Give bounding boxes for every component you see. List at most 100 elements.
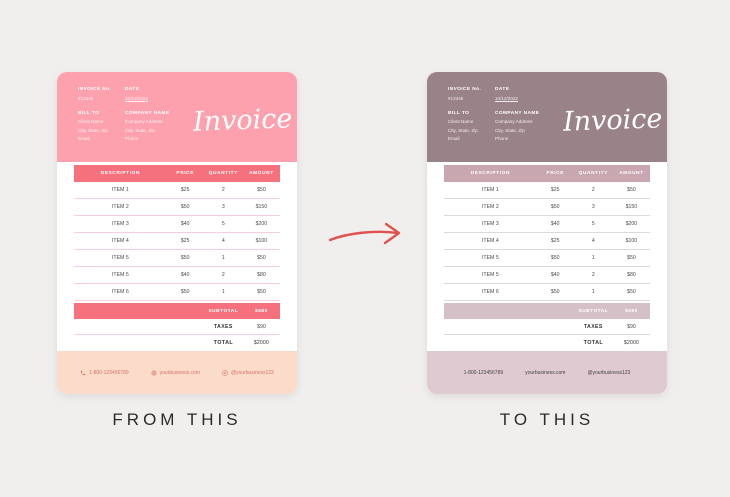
cell-price: $25 xyxy=(180,238,190,244)
col-price: PRICE xyxy=(176,171,195,176)
cell-amount: $80 xyxy=(257,272,266,278)
cell-quantity: 3 xyxy=(221,204,225,210)
cell-price: $50 xyxy=(550,204,560,210)
total-row: TOTAL $2000 xyxy=(444,335,650,350)
bill-to-line: City, State, Zip xyxy=(448,127,478,133)
cell-description: ITEM 2 xyxy=(481,204,499,210)
cell-amount: $100 xyxy=(625,238,638,244)
invoice-number-label: INVOICE No. xyxy=(448,87,482,92)
cell-price: $50 xyxy=(180,289,190,295)
col-amount: AMOUNT xyxy=(619,171,644,176)
bill-to-block: BILL TO Client Name City, State, Zip Ema… xyxy=(78,111,125,143)
table-row: ITEM 5 $40 2 $80 xyxy=(444,267,650,284)
cell-description: ITEM 3 xyxy=(481,221,499,227)
bill-to-line: Email xyxy=(78,135,90,141)
invoice-title: Invoice xyxy=(192,102,293,138)
cell-quantity: 5 xyxy=(221,221,225,227)
company-line: City, State, Zip xyxy=(125,127,155,133)
phone-icon xyxy=(80,370,86,376)
cell-quantity: 2 xyxy=(591,187,595,193)
table-row: ITEM 2 $50 3 $150 xyxy=(74,199,280,216)
total-value: $2000 xyxy=(623,339,639,346)
footer-phone-text: 1-800-123456789 xyxy=(463,369,504,376)
cell-description: ITEM 5 xyxy=(481,272,499,278)
col-quantity: QUANTITY xyxy=(578,171,608,176)
bill-to-line: City, State, Zip xyxy=(78,127,108,133)
cell-quantity: 2 xyxy=(221,272,225,278)
taxes-value: $90 xyxy=(257,323,266,330)
cell-description: ITEM 5 xyxy=(481,255,499,261)
invoice-table: DESCRIPTION PRICE QUANTITY AMOUNT ITEM 1… xyxy=(444,165,650,350)
cell-price: $25 xyxy=(550,187,560,193)
col-amount: AMOUNT xyxy=(249,171,274,176)
table-row: ITEM 3 $40 5 $200 xyxy=(444,216,650,233)
cell-price: $50 xyxy=(550,289,560,295)
cell-description: ITEM 4 xyxy=(481,238,499,244)
cell-price: $40 xyxy=(550,221,560,227)
invoice-footer: 1-800-123456789 yourbusiness.com @yourbu… xyxy=(57,351,297,394)
cell-amount: $200 xyxy=(625,221,638,227)
cell-price: $40 xyxy=(180,272,190,278)
cell-quantity: 5 xyxy=(591,221,595,227)
table-row: ITEM 1 $25 2 $50 xyxy=(74,182,280,199)
taxes-row: TAXES $90 xyxy=(444,319,650,335)
cell-description: ITEM 2 xyxy=(111,204,129,210)
total-row: TOTAL $2000 xyxy=(74,335,280,350)
invoice-number-value: #12345 xyxy=(78,95,94,101)
cell-description: ITEM 5 xyxy=(111,272,129,278)
footer-social: @yourbusiness123 xyxy=(587,370,630,376)
cell-description: ITEM 1 xyxy=(111,187,129,193)
cell-amount: $80 xyxy=(627,272,636,278)
cell-description: ITEM 4 xyxy=(111,238,129,244)
cell-price: $25 xyxy=(550,238,560,244)
col-description: DESCRIPTION xyxy=(470,171,511,176)
bill-to-label: BILL TO xyxy=(78,110,100,116)
taxes-label: TAXES xyxy=(213,323,233,330)
invoice-card-before: INVOICE No. #12345 DATE 10/12/2022 BILL … xyxy=(57,72,297,394)
footer-website-text: yourbusiness.com xyxy=(159,369,200,376)
taxes-row: TAXES $90 xyxy=(74,319,280,335)
table-row: ITEM 4 $25 4 $100 xyxy=(444,233,650,250)
cell-price: $50 xyxy=(550,255,560,261)
taxes-label: TAXES xyxy=(583,323,603,330)
subtotal-row: SUBTOTAL $680 xyxy=(74,303,280,319)
cell-amount: $50 xyxy=(257,255,266,261)
footer-phone-text: 1-800-123456789 xyxy=(89,369,129,376)
cell-amount: $150 xyxy=(255,204,268,210)
bill-to-line: Client Name xyxy=(78,119,104,125)
footer-website: yourbusiness.com xyxy=(525,370,565,376)
invoice-header: INVOICE No. #12345 DATE 10/12/2022 BILL … xyxy=(427,72,667,162)
cell-quantity: 1 xyxy=(221,289,225,295)
cell-description: ITEM 1 xyxy=(481,187,499,193)
company-line: Phone xyxy=(125,135,139,141)
total-label: TOTAL xyxy=(583,339,604,346)
cell-amount: $50 xyxy=(627,187,636,193)
table-header-row: DESCRIPTION PRICE QUANTITY AMOUNT xyxy=(74,165,280,182)
subtotal-value: $680 xyxy=(625,308,638,314)
company-line: Company Address xyxy=(495,119,533,125)
table-body: ITEM 1 $25 2 $50 ITEM 2 $50 3 $150 ITEM … xyxy=(444,182,650,301)
cell-quantity: 1 xyxy=(591,289,595,295)
cell-amount: $50 xyxy=(257,289,266,295)
bill-to-line: Email xyxy=(448,135,460,141)
table-header-row: DESCRIPTION PRICE QUANTITY AMOUNT xyxy=(444,165,650,182)
company-block: COMPANY NAME Company Address City, State… xyxy=(125,111,182,143)
footer-phone: 1-800-123456789 xyxy=(80,369,129,376)
cell-quantity: 3 xyxy=(591,204,595,210)
invoice-date-label: DATE xyxy=(125,87,140,92)
table-body: ITEM 1 $25 2 $50 ITEM 2 $50 3 $150 ITEM … xyxy=(74,182,280,301)
transform-arrow-icon xyxy=(328,219,404,249)
cell-quantity: 4 xyxy=(221,238,225,244)
invoice-date-block: DATE 10/12/2022 xyxy=(495,87,552,103)
subtotal-row: SUBTOTAL $680 xyxy=(444,303,650,319)
table-row: ITEM 4 $25 4 $100 xyxy=(74,233,280,250)
invoice-date-label: DATE xyxy=(495,87,510,92)
table-row: ITEM 5 $50 1 $50 xyxy=(74,250,280,267)
table-row: ITEM 1 $25 2 $50 xyxy=(444,182,650,199)
cell-description: ITEM 6 xyxy=(481,289,499,295)
taxes-value: $90 xyxy=(627,323,636,330)
cell-quantity: 2 xyxy=(591,272,595,278)
cell-price: $50 xyxy=(180,204,190,210)
bill-to-label: BILL TO xyxy=(448,110,470,116)
